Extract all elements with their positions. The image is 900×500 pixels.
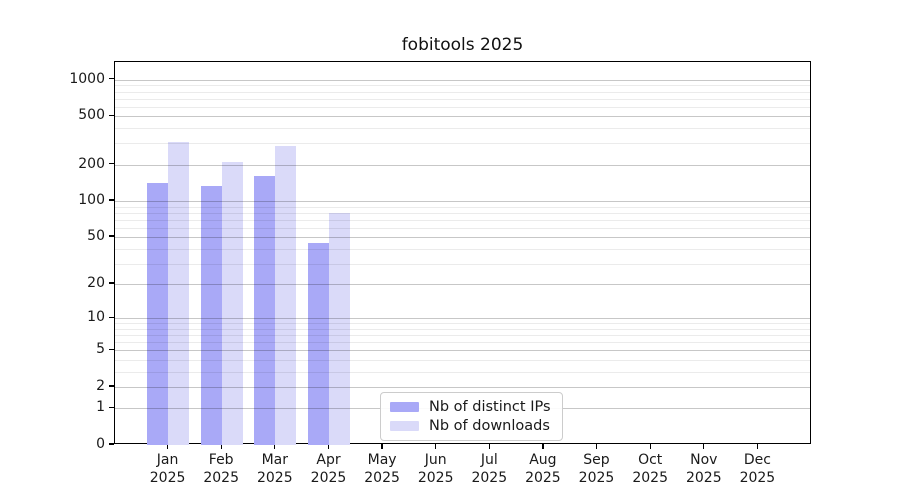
minor-gridline (115, 371, 810, 373)
x-tick-label-jan: Jan 2025 (149, 452, 186, 486)
y-tick-label: 5 (96, 341, 105, 358)
y-tick-label: 2 (96, 377, 105, 394)
x-tick-label-oct: Oct 2025 (632, 452, 668, 486)
minor-gridline (115, 342, 810, 344)
minor-gridline (115, 328, 810, 330)
x-tick-label-dec: Dec 2025 (739, 452, 776, 486)
y-tick-label: 1000 (69, 70, 105, 87)
x-tick-mark (703, 444, 705, 449)
bar-distinct-ips-mar (254, 176, 276, 445)
minor-gridline (115, 227, 810, 229)
y-tick-mark (109, 114, 114, 117)
major-gridline (115, 386, 810, 388)
bar-downloads-mar (275, 145, 297, 445)
y-tick-mark (109, 385, 114, 387)
y-tick-mark (109, 282, 114, 284)
x-tick-mark (274, 444, 276, 449)
major-gridline (115, 284, 810, 286)
y-tick-mark (109, 162, 114, 165)
x-tick-label-mar: Mar 2025 (256, 452, 293, 486)
y-tick-label: 0 (96, 436, 105, 452)
x-tick-label-jun: Jun 2025 (417, 452, 454, 486)
minor-gridline (115, 206, 810, 208)
major-gridline (115, 350, 810, 352)
x-tick-label-aug: Aug 2025 (525, 452, 561, 486)
legend-label-downloads: Nb of downloads (429, 418, 550, 434)
y-tick-label: 100 (78, 192, 105, 208)
y-tick-mark (109, 348, 114, 350)
legend-item-distinct-ips: Nb of distinct IPs (390, 399, 551, 415)
x-tick-label-jul: Jul 2025 (471, 452, 508, 486)
minor-gridline (115, 143, 810, 145)
y-tick-label: 1 (96, 399, 105, 416)
minor-gridline (115, 248, 810, 250)
x-tick-mark (756, 444, 759, 449)
x-tick-label-feb: Feb 2025 (203, 452, 239, 486)
legend-label-distinct-ips: Nb of distinct IPs (429, 399, 551, 415)
major-gridline (115, 164, 810, 166)
x-tick-mark (542, 444, 544, 449)
bar-downloads-jan (168, 141, 190, 445)
y-tick-mark (109, 235, 114, 237)
x-tick-mark (327, 444, 330, 449)
bars-layer (115, 62, 810, 445)
minor-gridline (115, 98, 810, 100)
major-gridline (115, 318, 810, 320)
major-gridline (115, 116, 810, 118)
minor-gridline (115, 323, 810, 325)
plot-area: Nb of distinct IPs Nb of downloads (114, 61, 811, 445)
grid-layer (115, 62, 810, 443)
y-tick-mark (109, 406, 114, 409)
bar-downloads-apr (329, 212, 350, 445)
legend-swatch-downloads-icon (390, 421, 419, 431)
bar-distinct-ips-apr (308, 242, 329, 445)
bar-distinct-ips-feb (200, 186, 222, 445)
x-tick-mark (381, 444, 383, 449)
major-gridline (115, 237, 810, 239)
x-tick-mark (220, 444, 222, 449)
x-tick-label-may: May 2025 (364, 452, 400, 486)
y-tick-label: 200 (78, 155, 105, 172)
bar-downloads-feb (221, 161, 243, 445)
minor-gridline (115, 335, 810, 337)
y-tick-mark (109, 78, 114, 80)
y-tick-label: 50 (87, 228, 105, 245)
x-tick-label-nov: Nov 2025 (685, 452, 722, 486)
y-tick-label: 20 (87, 275, 105, 292)
x-tick-mark (166, 444, 169, 449)
bar-distinct-ips-jan (147, 183, 169, 445)
major-gridline (115, 79, 810, 81)
chart-title: fobitools 2025 (401, 35, 524, 55)
minor-gridline (115, 91, 810, 93)
minor-gridline (115, 212, 810, 214)
legend: Nb of distinct IPs Nb of downloads (380, 392, 563, 441)
minor-gridline (115, 128, 810, 130)
y-tick-mark (109, 316, 114, 318)
minor-gridline (115, 359, 810, 361)
major-gridline (115, 201, 810, 202)
y-tick-label: 500 (78, 107, 105, 124)
x-tick-mark (488, 444, 490, 449)
legend-swatch-distinct-ips-icon (390, 402, 419, 412)
minor-gridline (115, 263, 810, 265)
minor-gridline (115, 106, 810, 108)
minor-gridline (115, 85, 810, 87)
y-tick-mark (109, 443, 114, 445)
legend-item-downloads: Nb of downloads (390, 418, 551, 434)
x-tick-label-apr: Apr 2025 (310, 452, 347, 486)
x-tick-mark (595, 444, 598, 449)
minor-gridline (115, 219, 810, 221)
x-tick-mark (435, 444, 437, 449)
x-tick-mark (649, 444, 651, 449)
x-tick-label-sep: Sep 2025 (578, 452, 615, 486)
y-tick-label: 10 (87, 309, 105, 326)
y-tick-mark (109, 199, 114, 201)
